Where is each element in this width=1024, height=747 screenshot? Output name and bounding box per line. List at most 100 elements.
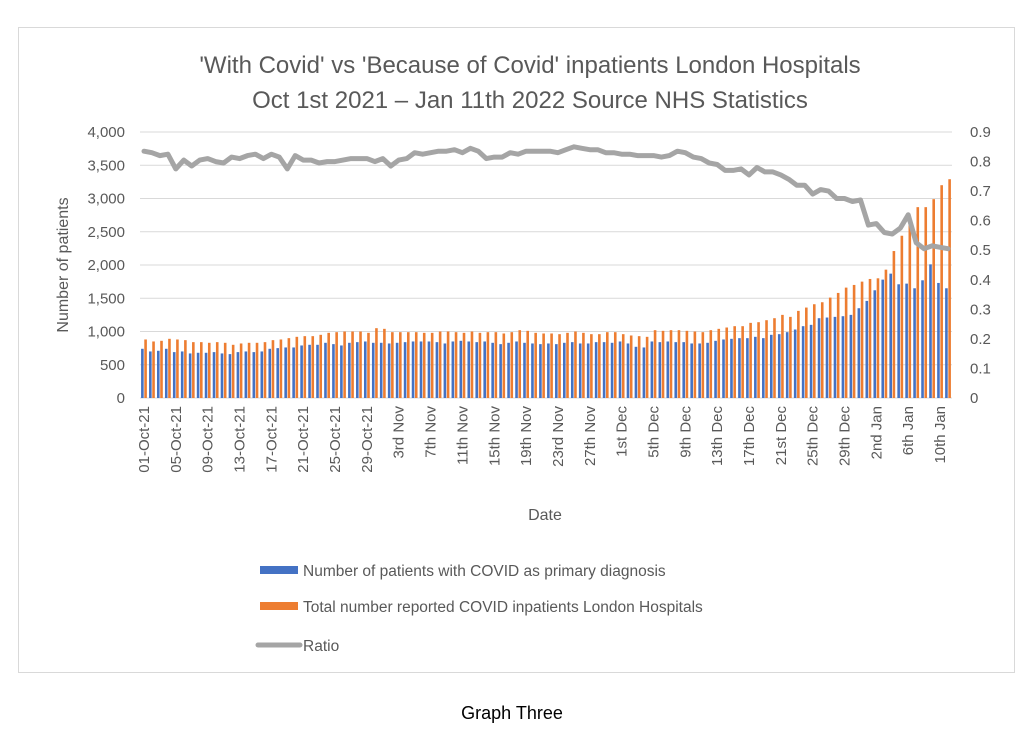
bar-total-inpatients xyxy=(351,331,354,398)
bar-total-inpatients xyxy=(335,332,338,398)
x-tick-label: 13th Dec xyxy=(709,406,726,467)
bar-total-inpatients xyxy=(709,330,713,398)
y2-tick-label: 0.6 xyxy=(970,213,991,230)
bar-total-inpatients xyxy=(653,330,657,398)
bar-total-inpatients xyxy=(295,336,299,398)
bar-primary-diagnosis xyxy=(714,340,717,398)
y-tick-label: 2,000 xyxy=(87,257,125,274)
bar-primary-diagnosis xyxy=(897,284,900,398)
bar-primary-diagnosis xyxy=(555,344,558,398)
bar-total-inpatients xyxy=(518,330,522,398)
bar-total-inpatients xyxy=(805,307,808,398)
x-tick-label: 9th Dec xyxy=(677,406,694,458)
y2-tick-label: 0.2 xyxy=(970,331,991,348)
bar-primary-diagnosis xyxy=(762,338,765,398)
x-tick-label: 7th Nov xyxy=(423,406,440,458)
bar-primary-diagnosis xyxy=(865,300,869,398)
bar-primary-diagnosis xyxy=(324,342,327,398)
bar-total-inpatients xyxy=(645,336,649,398)
bar-primary-diagnosis xyxy=(563,342,566,398)
bar-primary-diagnosis xyxy=(578,343,582,398)
bar-primary-diagnosis xyxy=(547,343,550,398)
bar-total-inpatients xyxy=(693,331,697,398)
bar-primary-diagnosis xyxy=(467,341,471,398)
bar-total-inpatients xyxy=(812,304,816,398)
bar-primary-diagnosis xyxy=(395,342,399,398)
bar-total-inpatients xyxy=(749,322,752,398)
y-tick-label: 3,000 xyxy=(87,191,125,208)
legend-label-ratio: Ratio xyxy=(303,638,339,655)
bar-total-inpatients xyxy=(892,251,896,398)
bar-total-inpatients xyxy=(868,278,872,398)
bar-total-inpatients xyxy=(303,336,307,398)
bar-total-inpatients xyxy=(478,332,482,398)
bar-primary-diagnosis xyxy=(634,346,638,398)
bar-total-inpatients xyxy=(462,332,466,398)
x-tick-label: 09-Oct-21 xyxy=(200,406,217,473)
bar-total-inpatients xyxy=(757,322,760,398)
bar-total-inpatients xyxy=(598,334,601,398)
x-tick-label: 17-Oct-21 xyxy=(263,406,280,473)
bar-total-inpatients xyxy=(279,339,283,398)
bar-total-inpatients xyxy=(375,328,378,398)
bar-primary-diagnosis xyxy=(411,341,415,398)
bar-primary-diagnosis xyxy=(523,342,526,398)
bar-primary-diagnosis xyxy=(348,342,351,398)
figure-caption: Graph Three xyxy=(461,703,563,723)
bar-total-inpatients xyxy=(606,332,609,398)
bar-primary-diagnosis xyxy=(268,348,272,398)
bar-total-inpatients xyxy=(406,332,410,398)
bar-total-inpatients xyxy=(940,185,943,398)
x-tick-label: 23rd Nov xyxy=(550,406,567,467)
bar-primary-diagnosis xyxy=(475,342,479,398)
y2-tick-label: 0.5 xyxy=(970,242,991,259)
bar-total-inpatients xyxy=(629,335,633,398)
bar-total-inpatients xyxy=(637,336,641,398)
bar-primary-diagnosis xyxy=(682,342,686,398)
bar-total-inpatients xyxy=(200,342,203,398)
bar-primary-diagnosis xyxy=(666,341,670,398)
bar-primary-diagnosis xyxy=(499,344,502,398)
bar-total-inpatients xyxy=(661,330,665,398)
bar-primary-diagnosis xyxy=(443,343,447,398)
bar-total-inpatients xyxy=(916,207,920,398)
bar-total-inpatients xyxy=(263,342,267,398)
ratio-line-group xyxy=(141,144,951,252)
bar-total-inpatients xyxy=(876,278,880,398)
bar-total-inpatients xyxy=(677,330,681,398)
bar-total-inpatients xyxy=(590,334,593,398)
y2-tick-label: 0.7 xyxy=(970,183,991,200)
x-tick-label: 17th Dec xyxy=(741,406,758,467)
bar-total-inpatients xyxy=(534,332,537,398)
bar-primary-diagnosis xyxy=(459,340,463,398)
bar-primary-diagnosis xyxy=(825,317,829,398)
ratio-line xyxy=(141,144,951,252)
bar-primary-diagnosis xyxy=(841,316,845,398)
x-tick-label: 2nd Jan xyxy=(868,406,885,459)
bar-total-inpatients xyxy=(255,342,259,398)
bar-primary-diagnosis xyxy=(905,283,908,398)
legend-label-primary: Number of patients with COVID as primary… xyxy=(303,563,666,580)
x-tick-label: 25th Dec xyxy=(805,406,822,467)
bar-total-inpatients xyxy=(223,342,227,398)
bar-primary-diagnosis xyxy=(817,318,821,398)
bar-total-inpatients xyxy=(924,207,928,398)
bar-primary-diagnosis xyxy=(706,342,709,398)
bar-total-inpatients xyxy=(542,333,545,398)
bar-total-inpatients xyxy=(566,332,569,398)
bar-primary-diagnosis xyxy=(913,288,916,398)
bar-primary-diagnosis xyxy=(379,342,383,398)
bar-total-inpatients xyxy=(311,336,315,398)
bar-total-inpatients xyxy=(725,327,729,398)
bar-total-inpatients xyxy=(287,338,291,398)
bar-total-inpatients xyxy=(844,287,848,398)
bar-total-inpatients xyxy=(765,320,768,398)
bar-total-inpatients xyxy=(741,326,744,398)
bar-primary-diagnosis xyxy=(292,347,295,398)
bar-primary-diagnosis xyxy=(929,264,932,398)
bar-primary-diagnosis xyxy=(164,348,168,398)
x-tick-label: 6th Jan xyxy=(900,406,917,455)
bar-total-inpatients xyxy=(669,330,673,398)
bar-primary-diagnosis xyxy=(188,353,192,398)
bar-total-inpatients xyxy=(438,331,442,398)
